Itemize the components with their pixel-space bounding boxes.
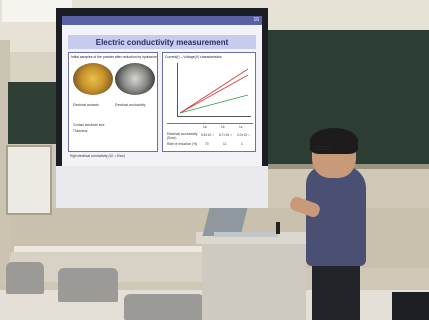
projector-screen-lower [56, 166, 268, 208]
plot-line-red [179, 68, 249, 114]
chair [6, 262, 44, 294]
bullet-item: Contact electrode size [73, 123, 105, 127]
left-blackboard [8, 82, 62, 144]
chair [124, 294, 204, 320]
table-cell: 5.5×10⁻² [201, 133, 214, 137]
table-cell: 1 [241, 142, 243, 146]
table-cell: 6.7×10⁻² [219, 133, 232, 137]
front-desk-top [14, 246, 276, 256]
table-row-label: Rate of reduction (%) [167, 142, 198, 146]
table-cell: 11 [223, 142, 227, 146]
slide-right-panel: Current(I) – Voltage(V) characteristics … [162, 52, 256, 152]
left-pillar [0, 40, 10, 320]
laptop-base [214, 232, 278, 237]
plot-line-green [179, 94, 249, 114]
table-row-label: Electrical conductivity (S/cm) [167, 132, 198, 140]
right-panel-caption: Current(I) – Voltage(V) characteristics [165, 55, 222, 59]
slide-title: Electric conductivity measurement [95, 38, 229, 47]
slide-left-panel: Initial samples of the powder after redu… [68, 52, 158, 152]
slide-title-bar [68, 35, 256, 49]
slide-footnote: High electrical conductivity (10⁻² S/cm) [70, 154, 126, 158]
powder-photo-gold [73, 63, 113, 95]
powder-photo-grey [115, 63, 155, 95]
table-cell: 2.0×10⁻² [237, 133, 250, 137]
iv-plot [177, 63, 251, 117]
table-header-cell: 1b [221, 125, 225, 129]
left-panel-caption: Initial samples of the powder after redu… [71, 55, 157, 59]
monitor-corner [392, 292, 429, 320]
presenter-hair [310, 128, 358, 154]
bullet-item: Electrical conductivity [115, 103, 146, 107]
slide-header-bar: 16 [62, 16, 262, 25]
bullet-item: Thickness [73, 129, 88, 133]
presenter-pants [312, 262, 360, 320]
microphone [276, 222, 280, 234]
table-cell: 70 [205, 142, 209, 146]
iv-plot-lines [179, 68, 249, 114]
table-header-cell: 1c [239, 125, 243, 129]
ceiling-light [2, 0, 72, 22]
glasses-icon [314, 146, 330, 150]
slide-number: 16 [253, 17, 259, 23]
conductivity-table: 1a 1b 1c Electrical conductivity (S/cm) … [167, 123, 253, 149]
projected-slide: 16 Electric conductivity measurement Ini… [62, 16, 262, 166]
podium [202, 244, 306, 320]
table-header-cell: 1a [203, 125, 207, 129]
plot-line-red-2 [179, 74, 249, 114]
bullet-item: Electrical contacts [73, 103, 99, 107]
whiteboard [6, 145, 52, 215]
chair [58, 268, 118, 302]
